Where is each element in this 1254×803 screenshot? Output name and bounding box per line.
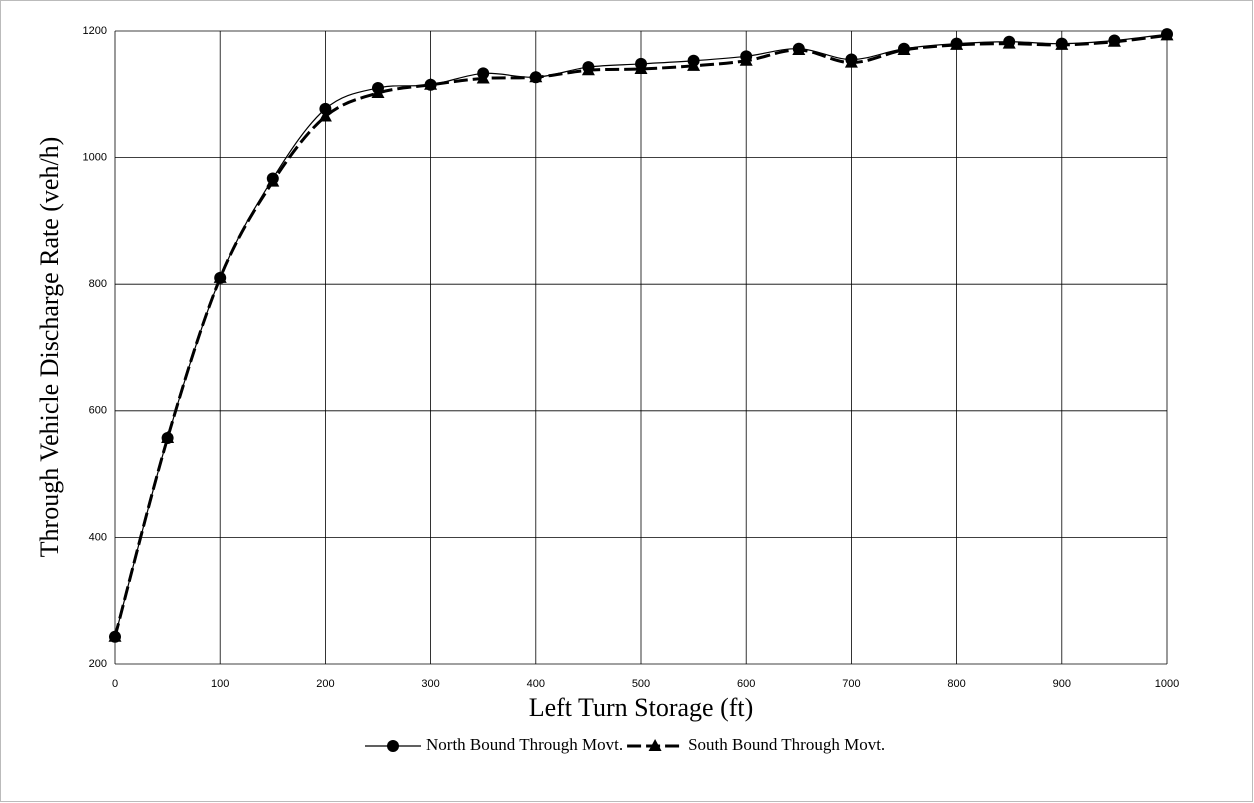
- x-axis-label: Left Turn Storage (ft): [529, 693, 754, 722]
- marker: [1160, 28, 1174, 41]
- marker: [161, 431, 175, 444]
- legend: North Bound Through Movt. South Bound Thr…: [365, 735, 885, 754]
- x-tick-label: 200: [316, 678, 334, 690]
- marker: [687, 58, 701, 71]
- marker: [319, 102, 332, 115]
- y-tick-label: 200: [89, 658, 107, 670]
- legend-marker: [387, 740, 399, 752]
- legend-label: South Bound Through Movt.: [688, 735, 885, 754]
- marker: [318, 109, 332, 122]
- marker: [476, 71, 490, 84]
- marker: [950, 37, 964, 50]
- marker: [266, 174, 280, 187]
- x-tick-label: 0: [112, 678, 118, 690]
- y-tick-label: 800: [89, 278, 107, 290]
- x-tick-label: 1000: [1155, 678, 1179, 690]
- marker: [897, 42, 911, 55]
- x-tick-label: 600: [737, 678, 755, 690]
- marker: [1002, 36, 1016, 49]
- legend-label: North Bound Through Movt.: [426, 735, 623, 754]
- marker: [844, 55, 858, 68]
- marker: [371, 86, 385, 99]
- x-tick-label: 800: [947, 678, 965, 690]
- x-tick-label: 300: [421, 678, 439, 690]
- x-tick-label: 900: [1053, 678, 1071, 690]
- marker: [108, 629, 122, 642]
- marker: [634, 61, 648, 74]
- marker: [529, 70, 543, 83]
- marker: [424, 77, 438, 90]
- marker: [1055, 37, 1069, 50]
- y-tick-label: 1200: [83, 25, 107, 37]
- marker: [581, 63, 595, 76]
- x-tick-label: 400: [527, 678, 545, 690]
- y-tick-label: 600: [89, 405, 107, 417]
- x-tick-label: 500: [632, 678, 650, 690]
- x-tick-label: 700: [842, 678, 860, 690]
- x-tick-label: 100: [211, 678, 229, 690]
- y-tick-label: 400: [89, 531, 107, 543]
- y-axis-label: Through Vehicle Discharge Rate (veh/h): [35, 137, 64, 558]
- marker: [792, 42, 806, 55]
- marker: [1107, 34, 1121, 47]
- marker: [739, 53, 753, 66]
- y-tick-label: 1000: [83, 152, 107, 164]
- marker: [213, 270, 227, 283]
- legend-marker: [648, 739, 662, 751]
